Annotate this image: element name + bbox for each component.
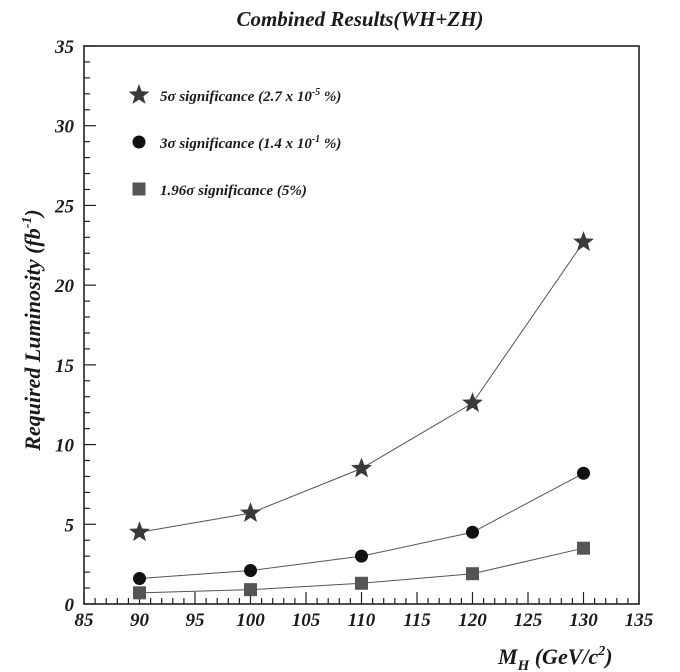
x-tick-label: 135 <box>625 610 654 631</box>
x-axis: 85 90 95 100 105 110 115 120 125 130 135 <box>75 592 654 631</box>
y-tick-label: 5 <box>65 515 75 536</box>
legend-marker <box>132 182 146 196</box>
x-tick-label: 100 <box>236 610 265 631</box>
legend-circle-marker <box>132 135 146 149</box>
data-point-star <box>240 502 261 523</box>
legend-square-marker <box>132 182 146 196</box>
y-tick-label: 20 <box>54 276 75 297</box>
x-tick-label: 85 <box>75 610 95 631</box>
data-point-square <box>133 586 146 600</box>
legend-entry-3sigma: 3σ significance (1.4 x 10-1 %) <box>132 134 341 152</box>
data-point-square <box>466 567 479 581</box>
series-square <box>133 541 590 600</box>
y-tick-label: 30 <box>54 117 75 138</box>
legend-star-marker <box>128 84 150 104</box>
data-series <box>129 231 594 600</box>
x-tick-label: 120 <box>458 610 487 631</box>
y-tick-label: 35 <box>54 37 75 58</box>
legend: 5σ significance (2.7 x 10-5 %) 3σ signif… <box>128 84 341 199</box>
y-axis: 0 5 10 15 20 25 30 35 <box>54 37 96 616</box>
series-line <box>139 472 584 579</box>
data-point-circle <box>577 466 590 480</box>
y-axis-label: Required Luminosity (fb-1) <box>20 209 45 451</box>
legend-label-1.96sigma: 1.96σ significance (5%) <box>160 183 307 199</box>
x-axis-label: MH (GeV/c2) <box>497 644 613 672</box>
series-circle <box>133 466 590 585</box>
x-tick-label: 95 <box>186 610 206 631</box>
legend-marker <box>128 84 150 104</box>
data-point-circle <box>355 549 368 563</box>
y-tick-label: 10 <box>55 436 75 457</box>
plot-border <box>83 45 640 605</box>
legend-entry-5sigma: 5σ significance (2.7 x 10-5 %) <box>128 84 341 105</box>
legend-marker <box>132 135 146 149</box>
y-tick-label: 0 <box>65 595 75 616</box>
data-point-square <box>355 576 368 590</box>
series-line <box>139 241 584 533</box>
data-point-star <box>129 521 150 542</box>
data-point-square <box>577 541 590 555</box>
y-tick-label: 15 <box>55 356 75 377</box>
x-tick-label: 110 <box>348 610 376 631</box>
data-point-circle <box>466 525 479 539</box>
x-tick-label: 90 <box>130 610 150 631</box>
x-tick-label: 130 <box>569 610 598 631</box>
data-point-star <box>351 457 372 478</box>
legend-label-3sigma: 3σ significance (1.4 x 10-1 %) <box>159 134 341 152</box>
data-point-star <box>573 231 594 251</box>
plot-area <box>83 45 640 605</box>
x-tick-label: 115 <box>403 610 431 631</box>
data-point-circle <box>244 564 257 578</box>
x-tick-label: 105 <box>292 610 321 631</box>
data-point-square <box>244 583 257 597</box>
data-point-star <box>462 392 483 413</box>
y-tick-label: 25 <box>54 196 75 217</box>
series-star <box>129 231 594 542</box>
x-tick-label: 125 <box>514 610 543 631</box>
legend-label-5sigma: 5σ significance (2.7 x 10-5 %) <box>160 87 341 105</box>
chart-title: Combined Results(WH+ZH) <box>236 7 483 31</box>
legend-entry-1.96sigma: 1.96σ significance (5%) <box>132 182 307 199</box>
data-point-circle <box>133 571 146 585</box>
